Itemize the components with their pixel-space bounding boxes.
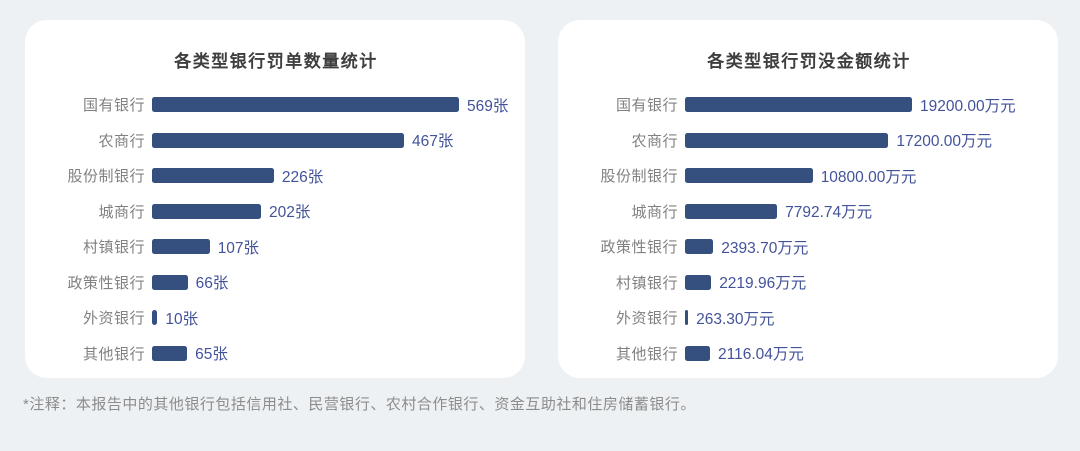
value-label: 17200.00万元 [896, 133, 993, 151]
category-label: 股份制银行 [67, 168, 145, 186]
chart-title-penalty-amount: 各类型银行罚没金额统计 [707, 52, 911, 71]
category-label: 其他银行 [82, 345, 145, 363]
chart-row: 村镇银行 2219.96万元 [578, 265, 1040, 301]
category-label: 村镇银行 [82, 239, 145, 257]
chart-row: 村镇银行 107张 [45, 229, 507, 265]
chart-cards-container: 各类型银行罚单数量统计 国有银行 569张农商行 467张股份制银行 226张城商行 2… [25, 20, 1058, 378]
value-label: 2116.04万元 [718, 346, 804, 364]
bar [152, 168, 274, 184]
chart-card-penalty-amount: 各类型银行罚没金额统计 国有银行 19200.00万元农商行 17200.00万元股… [558, 20, 1058, 378]
bar [152, 239, 210, 255]
value-label: 467张 [412, 133, 454, 151]
value-label: 66张 [195, 275, 229, 293]
category-label: 政策性银行 [600, 239, 678, 257]
value-label: 2219.96万元 [719, 275, 807, 293]
chart-row: 外资银行 263.30万元 [578, 300, 1040, 336]
value-label: 226张 [281, 168, 324, 186]
bar [152, 132, 404, 148]
category-label: 政策性银行 [67, 274, 145, 292]
chart-row: 其他银行 2116.04万元 [578, 336, 1040, 372]
bar [152, 345, 188, 361]
bar [152, 310, 158, 326]
bar [152, 203, 261, 219]
chart-row: 城商行 7792.74万元 [578, 194, 1040, 230]
chart-row: 农商行 17200.00万元 [578, 123, 1040, 159]
value-label: 569张 [467, 97, 509, 115]
bar [152, 97, 459, 113]
bar [685, 132, 889, 148]
value-label: 7792.74万元 [785, 204, 873, 222]
value-label: 263.30万元 [696, 310, 775, 328]
category-label: 农商行 [98, 132, 145, 150]
value-label: 2393.70万元 [721, 239, 809, 257]
category-label: 国有银行 [82, 97, 145, 115]
chart-row: 国有银行 19200.00万元 [578, 87, 1040, 123]
chart-row: 政策性银行 2393.70万元 [578, 229, 1040, 265]
category-label: 股份制银行 [600, 168, 678, 186]
value-label: 19200.00万元 [920, 97, 1016, 115]
category-label: 农商行 [631, 132, 678, 150]
chart-row: 城商行 202张 [45, 194, 507, 230]
bar [685, 203, 778, 219]
value-label: 202张 [269, 204, 311, 222]
bar [152, 274, 188, 290]
category-label: 其他银行 [615, 345, 678, 363]
category-label: 城商行 [631, 203, 678, 221]
chart-row: 国有银行 569张 [45, 87, 509, 123]
bar [685, 168, 813, 184]
chart-row: 股份制银行 10800.00万元 [578, 158, 1040, 194]
bar-rows-penalty-count: 国有银行 569张农商行 467张股份制银行 226张城商行 202张村镇银行 107张政… [45, 87, 509, 372]
category-label: 城商行 [98, 203, 145, 221]
category-label: 国有银行 [615, 97, 678, 115]
value-label: 10张 [165, 310, 199, 328]
category-label: 外资银行 [615, 310, 678, 328]
footnote: *注释：本报告中的其他银行包括信用社、民营银行、农村合作银行、资金互助社和住房储… [23, 396, 696, 413]
chart-card-penalty-count: 各类型银行罚单数量统计 国有银行 569张农商行 467张股份制银行 226张城商行 2… [25, 20, 525, 378]
chart-row: 政策性银行 66张 [45, 265, 507, 301]
chart-row: 其他银行 65张 [45, 336, 507, 372]
bar [685, 239, 714, 255]
chart-row: 股份制银行 226张 [45, 158, 507, 194]
chart-title-penalty-count: 各类型银行罚单数量统计 [174, 52, 378, 71]
category-label: 外资银行 [82, 310, 145, 328]
value-label: 107张 [217, 239, 260, 257]
value-label: 10800.00万元 [820, 168, 917, 186]
bar [685, 274, 712, 290]
value-label: 65张 [195, 346, 228, 364]
chart-row: 农商行 467张 [45, 123, 507, 159]
bar [685, 97, 912, 113]
bar [685, 310, 689, 326]
category-label: 村镇银行 [615, 274, 678, 292]
chart-row: 外资银行 10张 [45, 300, 507, 336]
bar [685, 345, 710, 361]
bar-rows-penalty-amount: 国有银行 19200.00万元农商行 17200.00万元股份制银行 10800.00… [578, 87, 1040, 371]
